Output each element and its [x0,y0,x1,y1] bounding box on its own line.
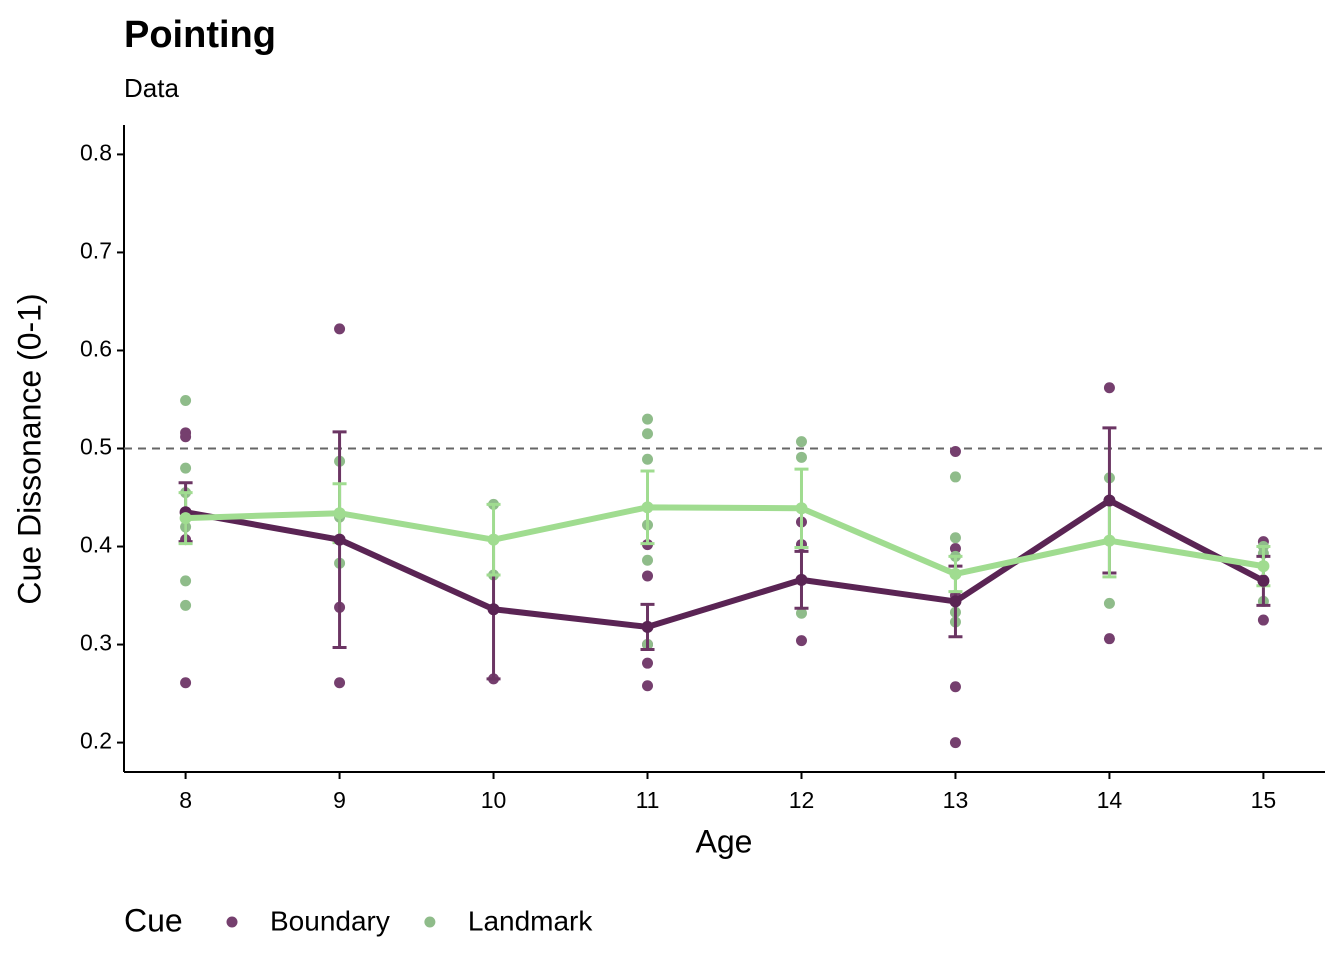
data-point [949,445,961,457]
x-tick-label: 11 [636,787,660,813]
data-point [795,635,807,647]
mean-point [487,603,500,616]
legend-label: Boundary [270,905,390,936]
mean-point [333,533,346,546]
data-point [949,681,961,693]
chart-subtitle: Data [124,73,179,103]
data-point [795,607,807,619]
x-tick-label: 8 [179,787,192,813]
data-point [949,542,961,554]
x-tick-label: 10 [481,787,507,813]
y-tick-label: 0.7 [80,238,112,264]
data-point [642,570,654,582]
data-point [334,323,346,335]
series-line [185,504,1264,577]
data-point [180,677,192,689]
data-point [1103,382,1115,394]
chart-title: Pointing [124,14,276,56]
data-point [795,436,807,448]
data-point [1257,614,1269,626]
mean-point [1257,574,1270,587]
y-axis-title: Cue Dissonance (0-1) [11,293,47,604]
data-point [180,394,192,406]
legend-label: Landmark [468,905,594,936]
data-point [180,599,192,611]
x-tick-label: 15 [1251,787,1277,813]
y-tick-label: 0.5 [80,434,112,460]
data-point [1103,597,1115,609]
data-point [1103,633,1115,645]
data-point [180,431,192,443]
x-tick-label: 13 [943,787,969,813]
y-tick-label: 0.2 [80,728,112,754]
data-point [795,451,807,463]
y-tick-label: 0.4 [80,532,112,558]
mean-point [641,501,654,514]
y-tick-label: 0.3 [80,630,112,656]
data-point [642,657,654,669]
mean-point [949,567,962,580]
mean-point [1103,534,1116,547]
y-tick-label: 0.8 [80,139,112,165]
mean-point [795,573,808,586]
mean-point [795,502,808,515]
data-point [949,737,961,749]
mean-point [949,595,962,608]
x-axis-title: Age [696,823,753,859]
y-tick-label: 0.6 [80,336,112,362]
mean-point [1103,494,1116,507]
data-point [642,428,654,440]
data-point [642,680,654,692]
series-line [185,497,1265,630]
legend-marker [226,916,238,928]
data-point [949,532,961,544]
mean-point [179,512,192,525]
legend-title: Cue [124,902,183,938]
data-point [180,462,192,474]
mean-point [1257,560,1270,573]
mean-point [333,507,346,520]
mean-point [487,533,500,546]
legend-marker [424,916,436,928]
data-point [180,575,192,587]
x-tick-label: 9 [333,787,346,813]
x-tick-label: 14 [1097,787,1123,813]
data-point [642,453,654,465]
data-point [334,677,346,689]
data-point [949,471,961,483]
x-tick-label: 12 [789,787,815,813]
data-point [642,554,654,566]
mean-point [641,620,654,633]
data-point [642,413,654,425]
